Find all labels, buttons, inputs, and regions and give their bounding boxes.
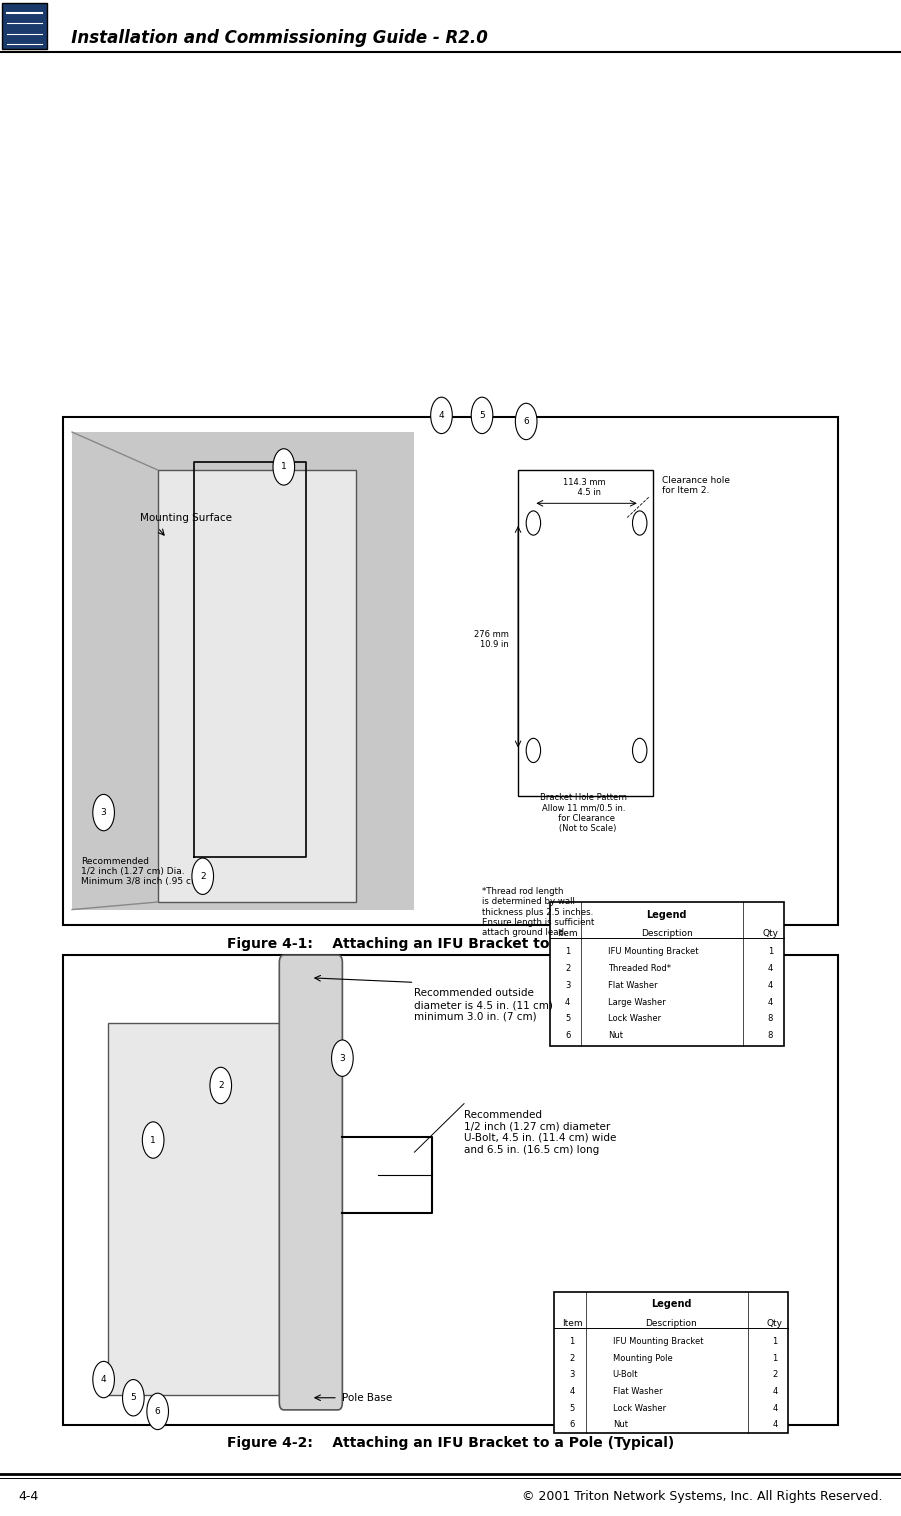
Text: Installation and Commissioning Guide - R2.0: Installation and Commissioning Guide - R…	[54, 29, 488, 47]
Text: 4: 4	[772, 1387, 778, 1396]
Text: Large Washer: Large Washer	[608, 998, 666, 1007]
Text: 276 mm
10.9 in: 276 mm 10.9 in	[474, 631, 509, 649]
Text: 1: 1	[565, 948, 570, 957]
Text: 3: 3	[101, 808, 106, 817]
Circle shape	[93, 1361, 114, 1398]
Text: Legend: Legend	[651, 1299, 691, 1310]
Text: 4: 4	[569, 1387, 575, 1396]
Text: Description: Description	[641, 929, 693, 938]
Text: Description: Description	[645, 1319, 697, 1328]
Text: 6: 6	[155, 1407, 160, 1416]
Text: 8: 8	[768, 1014, 773, 1023]
Text: Nut: Nut	[613, 1420, 628, 1430]
Text: 1: 1	[768, 948, 773, 957]
Text: 2: 2	[569, 1354, 575, 1363]
Bar	[550, 902, 784, 1046]
Circle shape	[431, 397, 452, 434]
Text: Flat Washer: Flat Washer	[613, 1387, 662, 1396]
Circle shape	[515, 403, 537, 440]
Text: 3: 3	[565, 981, 570, 990]
Text: 2: 2	[218, 1081, 223, 1090]
Text: 3: 3	[569, 1370, 575, 1380]
Bar	[554, 1292, 788, 1433]
Bar	[63, 955, 838, 1425]
Circle shape	[526, 511, 541, 535]
Text: © 2001 Triton Network Systems, Inc. All Rights Reserved.: © 2001 Triton Network Systems, Inc. All …	[523, 1490, 883, 1502]
Text: 4: 4	[101, 1375, 106, 1384]
Text: Recommended
1/2 inch (1.27 cm) diameter
U-Bolt, 4.5 in. (11.4 cm) wide
and 6.5 i: Recommended 1/2 inch (1.27 cm) diameter …	[464, 1110, 616, 1155]
Text: 4: 4	[772, 1420, 778, 1430]
Text: 1: 1	[281, 462, 287, 471]
Circle shape	[633, 511, 647, 535]
Text: 5: 5	[569, 1404, 575, 1413]
Text: Recommended
1/2 inch (1.27 cm) Dia.
Minimum 3/8 inch (.95 cm): Recommended 1/2 inch (1.27 cm) Dia. Mini…	[81, 857, 204, 887]
Text: Legend: Legend	[647, 910, 687, 920]
Text: 4: 4	[772, 1404, 778, 1413]
Text: Item: Item	[558, 929, 578, 938]
Circle shape	[142, 1122, 164, 1158]
Text: 4: 4	[768, 998, 773, 1007]
Bar	[63, 417, 838, 925]
Text: Qty: Qty	[762, 929, 778, 938]
Text: 4: 4	[768, 964, 773, 973]
Text: Mounting Pole: Mounting Pole	[613, 1354, 672, 1363]
Text: 2: 2	[200, 872, 205, 881]
Text: Nut: Nut	[608, 1031, 623, 1040]
FancyBboxPatch shape	[279, 955, 342, 1410]
Text: 4: 4	[439, 411, 444, 420]
Text: Recommended outside
diameter is 4.5 in. (11 cm)
minimum 3.0 in. (7 cm): Recommended outside diameter is 4.5 in. …	[414, 988, 553, 1022]
Text: Qty: Qty	[767, 1319, 783, 1328]
Circle shape	[273, 449, 295, 485]
Text: Threaded Rod*: Threaded Rod*	[608, 964, 671, 973]
Text: 5: 5	[565, 1014, 570, 1023]
Text: Clearance hole
for Item 2.: Clearance hole for Item 2.	[662, 476, 730, 496]
Text: 8: 8	[768, 1031, 773, 1040]
Text: IFU Mounting Bracket: IFU Mounting Bracket	[608, 948, 698, 957]
Circle shape	[633, 738, 647, 763]
Text: Bracket Hole Pattern
Allow 11 mm/0.5 in.
  for Clearance
   (Not to Scale): Bracket Hole Pattern Allow 11 mm/0.5 in.…	[541, 793, 627, 834]
Circle shape	[471, 397, 493, 434]
Circle shape	[123, 1380, 144, 1416]
Text: 2: 2	[772, 1370, 778, 1380]
Text: 4: 4	[565, 998, 570, 1007]
Circle shape	[332, 1040, 353, 1076]
Text: Figure 4-1:    Attaching an IFU Bracket to a Wall (Typical): Figure 4-1: Attaching an IFU Bracket to …	[227, 937, 674, 951]
Text: IFU Mounting Bracket: IFU Mounting Bracket	[613, 1337, 703, 1346]
Bar	[518, 470, 653, 796]
Text: Figure 4-2:    Attaching an IFU Bracket to a Pole (Typical): Figure 4-2: Attaching an IFU Bracket to …	[227, 1436, 674, 1449]
Text: 6: 6	[523, 417, 529, 426]
Text: Lock Washer: Lock Washer	[608, 1014, 661, 1023]
Circle shape	[192, 858, 214, 894]
Circle shape	[93, 794, 114, 831]
Text: Mounting Surface: Mounting Surface	[140, 514, 232, 523]
Bar	[72, 432, 414, 910]
Text: 1: 1	[772, 1354, 778, 1363]
Text: 4-4: 4-4	[18, 1490, 38, 1502]
Text: 4: 4	[768, 981, 773, 990]
Text: 5: 5	[131, 1393, 136, 1402]
Text: 6: 6	[569, 1420, 575, 1430]
Text: Pole Base: Pole Base	[342, 1393, 393, 1402]
Text: 1: 1	[569, 1337, 575, 1346]
Circle shape	[147, 1393, 168, 1430]
Text: 114.3 mm
    4.5 in: 114.3 mm 4.5 in	[562, 478, 605, 497]
Text: 1: 1	[772, 1337, 778, 1346]
Text: Item: Item	[562, 1319, 582, 1328]
Circle shape	[210, 1067, 232, 1104]
Circle shape	[526, 738, 541, 763]
Text: *Thread rod length
is determined by wall
thickness plus 2.5 inches.
Ensure lengt: *Thread rod length is determined by wall…	[482, 887, 595, 937]
Text: 3: 3	[340, 1054, 345, 1063]
Text: U-Bolt: U-Bolt	[613, 1370, 638, 1380]
Text: Flat Washer: Flat Washer	[608, 981, 658, 990]
Text: 5: 5	[479, 411, 485, 420]
Text: 1: 1	[150, 1135, 156, 1145]
Bar	[158, 470, 356, 902]
Text: Lock Washer: Lock Washer	[613, 1404, 666, 1413]
Bar	[108, 1023, 306, 1395]
Text: 6: 6	[565, 1031, 570, 1040]
Text: 2: 2	[565, 964, 570, 973]
